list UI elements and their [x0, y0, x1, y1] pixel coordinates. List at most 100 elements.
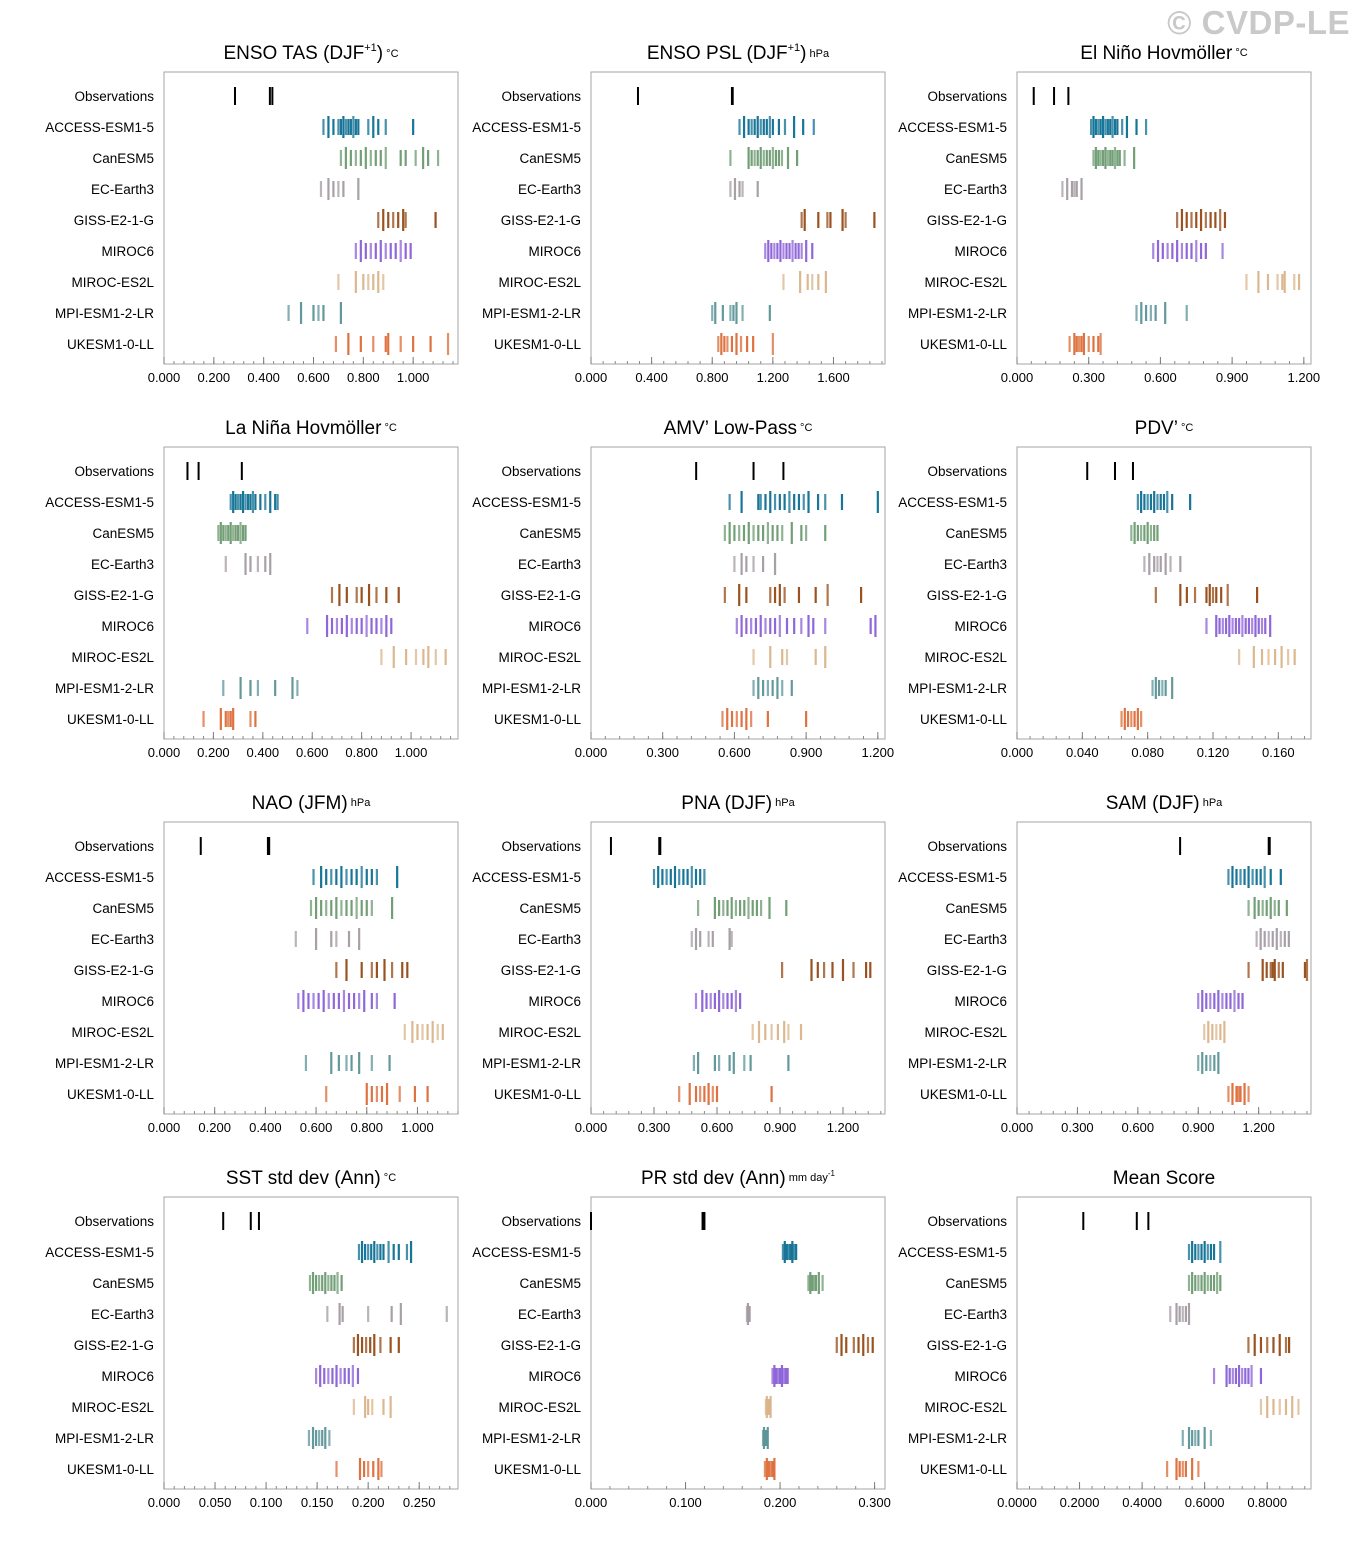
plot-frame	[590, 71, 886, 365]
row-label: MIROC6	[954, 619, 1007, 634]
x-tick-label: 0.600	[1144, 370, 1177, 385]
series-ukesm1-0-ll	[202, 708, 257, 730]
row-label: EC-Earth3	[518, 557, 581, 572]
row-label: Observations	[927, 89, 1007, 104]
series-mpi-esm1-2-lr	[307, 1427, 331, 1449]
plot-frame	[1016, 446, 1312, 740]
row-label: MPI-ESM1-2-LR	[908, 1431, 1007, 1446]
x-tick-label: 0.200	[198, 370, 231, 385]
row-label: MIROC6	[101, 1369, 154, 1384]
x-tick-label: 0.000	[148, 1495, 181, 1510]
row-label: CanESM5	[945, 1276, 1007, 1291]
series-access-esm1-5	[728, 491, 879, 513]
series-mpi-esm1-2-lr	[222, 677, 299, 699]
row-label: MIROC6	[528, 619, 581, 634]
row-label: MIROC6	[954, 1369, 1007, 1384]
row-label: GISS-E2-1-G	[927, 588, 1007, 603]
row-label: MIROC-ES2L	[71, 650, 154, 665]
series-ec-earth3	[1169, 1303, 1191, 1325]
row-label: GISS-E2-1-G	[74, 1338, 154, 1353]
x-tick-label: 0.900	[1216, 370, 1249, 385]
plot-frame	[163, 71, 459, 365]
row-label: MPI-ESM1-2-LR	[482, 1431, 581, 1446]
chart-title-text: Mean Score	[1113, 1168, 1215, 1189]
plot-frame	[590, 1196, 886, 1490]
chart-title: ENSO PSL (DJF+1) hPa	[647, 42, 830, 64]
series-mpi-esm1-2-lr	[1135, 302, 1188, 324]
row-label: CanESM5	[519, 526, 581, 541]
series-canesm5	[729, 147, 799, 169]
chart-panel-5: AMV’ Low-Pass °C 0.000 0.300 0.600 0.900 1.20…	[472, 418, 894, 760]
row-label: ACCESS-ESM1-5	[898, 120, 1007, 135]
chart-title: SST std dev (Ann) °C	[226, 1168, 396, 1189]
series-miroc6	[297, 990, 396, 1012]
row-label: UKESM1-0-LL	[67, 337, 155, 352]
series-miroc-es2l	[764, 1396, 772, 1418]
x-tick-label: 0.300	[646, 745, 679, 760]
series-access-esm1-5	[652, 866, 706, 888]
series-miroc6	[694, 990, 742, 1012]
chart-title: AMV’ Low-Pass °C	[664, 418, 813, 439]
series-ec-earth3	[1143, 553, 1182, 575]
x-tick-label: 0.200	[764, 1495, 797, 1510]
row-label: ACCESS-ESM1-5	[898, 1245, 1007, 1260]
x-tick-label: 0.600	[297, 370, 330, 385]
chart-panel-2: ENSO PSL (DJF+1) hPa 0.000 0.400 0.800 1.200…	[472, 42, 886, 385]
chart-title: PR std dev (Ann) mm day-1	[641, 1168, 836, 1189]
chart-units: °C	[1178, 422, 1193, 434]
row-label: Observations	[74, 464, 154, 479]
series-observations	[636, 87, 734, 105]
chart-units-superscript: -1	[828, 1169, 836, 1178]
series-canesm5	[723, 522, 827, 544]
series-miroc6	[1212, 1365, 1263, 1387]
series-access-esm1-5	[1187, 1241, 1222, 1263]
chart-title-text: El Niño Hovmöller	[1080, 43, 1233, 64]
row-label: CanESM5	[92, 901, 154, 916]
x-tick-label: 1.200	[1242, 1120, 1275, 1135]
series-giss-e2-1-g	[723, 584, 863, 606]
series-access-esm1-5	[738, 116, 815, 138]
series-access-esm1-5	[781, 1241, 798, 1263]
series-ukesm1-0-ll	[1120, 708, 1143, 730]
series-canesm5	[217, 522, 247, 544]
row-label: CanESM5	[92, 151, 154, 166]
x-tick-label: 1.200	[757, 370, 790, 385]
row-label: Observations	[74, 1214, 154, 1229]
row-label: UKESM1-0-LL	[494, 337, 582, 352]
row-label: CanESM5	[519, 1276, 581, 1291]
series-ukesm1-0-ll	[335, 1458, 383, 1480]
series-observations	[695, 462, 785, 480]
series-observations	[222, 1212, 260, 1230]
chart-panel-10: SST std dev (Ann) °C 0.000 0.050 0.100 0.150…	[45, 1168, 459, 1510]
series-observations	[199, 837, 271, 855]
row-label: ACCESS-ESM1-5	[45, 1245, 154, 1260]
x-tick-label: 0.800	[345, 745, 378, 760]
x-tick-label: 1.200	[827, 1120, 860, 1135]
x-tick-label: 0.160	[1262, 745, 1295, 760]
series-giss-e2-1-g	[835, 1334, 874, 1356]
series-ec-earth3	[745, 1303, 751, 1325]
row-label: MPI-ESM1-2-LR	[55, 1056, 154, 1071]
chart-panel-9: SAM (DJF) hPa 0.000 0.300 0.600 0.900 1.200 Ob…	[898, 793, 1312, 1135]
row-label: UKESM1-0-LL	[920, 337, 1008, 352]
row-label: UKESM1-0-LL	[494, 1087, 582, 1102]
row-label: ACCESS-ESM1-5	[472, 120, 581, 135]
x-tick-label: 1.000	[397, 370, 430, 385]
row-label: ACCESS-ESM1-5	[472, 870, 581, 885]
series-access-esm1-5	[322, 116, 415, 138]
series-canesm5	[339, 147, 440, 169]
chart-title-text: SAM (DJF)	[1106, 793, 1200, 814]
row-label: MPI-ESM1-2-LR	[482, 681, 581, 696]
x-tick-label: 0.900	[790, 745, 823, 760]
row-label: MIROC-ES2L	[498, 1025, 581, 1040]
series-giss-e2-1-g	[330, 584, 400, 606]
series-miroc-es2l	[1203, 1021, 1226, 1043]
row-label: MIROC6	[528, 1369, 581, 1384]
series-giss-e2-1-g	[1247, 959, 1309, 981]
x-tick-label: 1.000	[395, 745, 428, 760]
chart-title-text: ENSO PSL (DJF	[647, 43, 788, 64]
x-tick-label: 0.2000	[1060, 1495, 1100, 1510]
x-tick-label: 0.300	[858, 1495, 891, 1510]
series-observations	[1179, 837, 1271, 855]
